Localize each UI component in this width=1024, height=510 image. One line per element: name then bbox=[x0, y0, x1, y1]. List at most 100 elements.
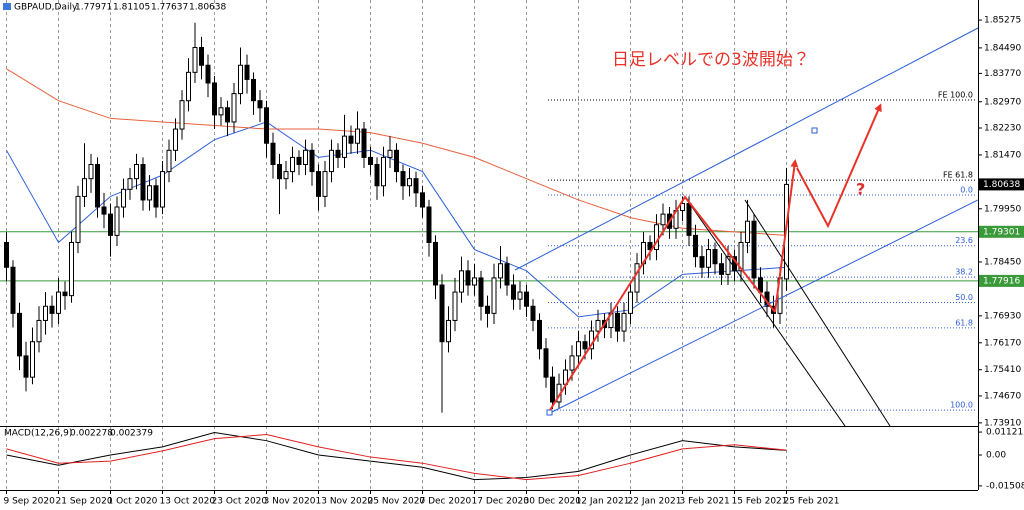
candle-body bbox=[355, 128, 360, 144]
candle-body bbox=[147, 185, 152, 201]
question-mark: ? bbox=[856, 180, 865, 199]
level-label: 1.77916 bbox=[983, 276, 1020, 286]
channel-upper bbox=[514, 27, 978, 271]
y-tick-label: 1.82230 bbox=[984, 123, 1021, 133]
fib-label: 50.0 bbox=[955, 293, 973, 302]
candle-body bbox=[270, 142, 276, 165]
candle-body bbox=[186, 71, 191, 102]
candle-body bbox=[381, 156, 386, 187]
candle-body bbox=[56, 291, 61, 314]
candle-body bbox=[296, 156, 302, 165]
candle-body bbox=[179, 100, 185, 130]
y-tick-label: 1.81470 bbox=[984, 150, 1021, 160]
candle-body bbox=[530, 305, 536, 321]
candle-body bbox=[251, 78, 256, 102]
candle-body bbox=[231, 93, 237, 123]
candle-body bbox=[69, 241, 74, 297]
y-tick-label: 1.75410 bbox=[984, 365, 1021, 375]
channel-handle bbox=[546, 409, 553, 416]
candle-body bbox=[719, 263, 724, 275]
candle-body bbox=[699, 256, 705, 268]
candle-body bbox=[524, 291, 529, 307]
candle-body bbox=[446, 319, 451, 343]
forecast-arrow bbox=[796, 103, 882, 229]
fib-label: 23.6 bbox=[955, 236, 973, 245]
candle-body bbox=[140, 163, 146, 201]
y-tick-label: 1.82970 bbox=[984, 97, 1021, 107]
candle-body bbox=[680, 202, 685, 212]
candle-body bbox=[238, 64, 243, 95]
candle-body bbox=[647, 241, 653, 251]
current-price: 1.80638 bbox=[983, 180, 1020, 190]
candle-body bbox=[485, 305, 490, 314]
candle-body bbox=[452, 291, 458, 321]
price-label-box bbox=[979, 178, 1024, 191]
y-tick-label: 1.78450 bbox=[984, 257, 1021, 267]
candle-body bbox=[595, 319, 601, 332]
candle-body bbox=[550, 376, 555, 403]
candle-body bbox=[387, 149, 393, 158]
macd-signal-value: 0.002379 bbox=[110, 429, 153, 439]
macd-y-tick-label: 0.00 bbox=[986, 451, 1006, 461]
candle-body bbox=[329, 149, 334, 173]
candle-body bbox=[95, 163, 100, 208]
macd-layer bbox=[6, 431, 787, 481]
x-tick-label: 7 Dec 2020 bbox=[420, 497, 472, 507]
trend-line bbox=[744, 199, 891, 426]
candle-body bbox=[309, 149, 315, 173]
candle-body bbox=[257, 100, 263, 109]
candle-body bbox=[569, 355, 575, 371]
candle-body bbox=[439, 284, 445, 343]
wave-arrow bbox=[774, 159, 799, 313]
candle-body bbox=[745, 220, 750, 243]
fib-label: 0.0 bbox=[960, 185, 973, 194]
candle-body bbox=[244, 64, 250, 80]
candle-body bbox=[361, 128, 367, 158]
candle-body bbox=[192, 47, 198, 73]
candle-body bbox=[199, 47, 204, 66]
annotation: 日足レベルでの3波開始？ bbox=[612, 50, 810, 70]
candle-body bbox=[88, 163, 94, 180]
y-tick-label: 1.85275 bbox=[984, 16, 1021, 26]
ohlc-low: 1.77637 bbox=[151, 3, 188, 13]
candle-body bbox=[153, 185, 159, 208]
candle-body bbox=[660, 213, 666, 226]
candle-body bbox=[62, 291, 68, 297]
candle-body bbox=[582, 341, 588, 350]
candle-body bbox=[303, 149, 308, 165]
candle-body bbox=[725, 256, 731, 275]
candle-body bbox=[686, 202, 692, 236]
candle-body bbox=[706, 249, 711, 268]
x-tick-label: 9 Sep 2020 bbox=[4, 497, 56, 507]
candle-body bbox=[75, 195, 81, 243]
candle-body bbox=[407, 178, 412, 187]
candle-body bbox=[264, 107, 269, 144]
candle-body bbox=[10, 266, 16, 314]
macd-value: 0.002278 bbox=[70, 429, 113, 439]
price-layer bbox=[4, 22, 789, 413]
candle-body bbox=[758, 277, 763, 293]
candle-body bbox=[537, 319, 542, 350]
x-tick-label: 17 Dec 2020 bbox=[472, 497, 530, 507]
candle-body bbox=[517, 291, 523, 300]
candle-body bbox=[374, 163, 380, 187]
candle-body bbox=[30, 341, 35, 378]
y-tick-label: 1.74670 bbox=[984, 391, 1021, 401]
fib-label: 61.8 bbox=[955, 318, 973, 327]
macd-line bbox=[6, 431, 787, 481]
candle-body bbox=[465, 270, 471, 286]
x-tick-label: 13 Oct 2020 bbox=[160, 497, 216, 507]
candle-body bbox=[101, 206, 107, 215]
ohlc-close: 1.80638 bbox=[189, 3, 226, 13]
candle-body bbox=[277, 163, 282, 180]
level-label-box bbox=[979, 274, 1024, 287]
candle-body bbox=[17, 312, 22, 357]
candle-body bbox=[4, 241, 9, 268]
x-tick-label: 23 Oct 2020 bbox=[212, 497, 268, 507]
grid-layer bbox=[0, 0, 978, 490]
candle-body bbox=[576, 341, 581, 357]
candle-body bbox=[634, 263, 640, 293]
candle-body bbox=[322, 171, 328, 197]
x-tick-label: 3 Feb 2021 bbox=[680, 497, 730, 507]
